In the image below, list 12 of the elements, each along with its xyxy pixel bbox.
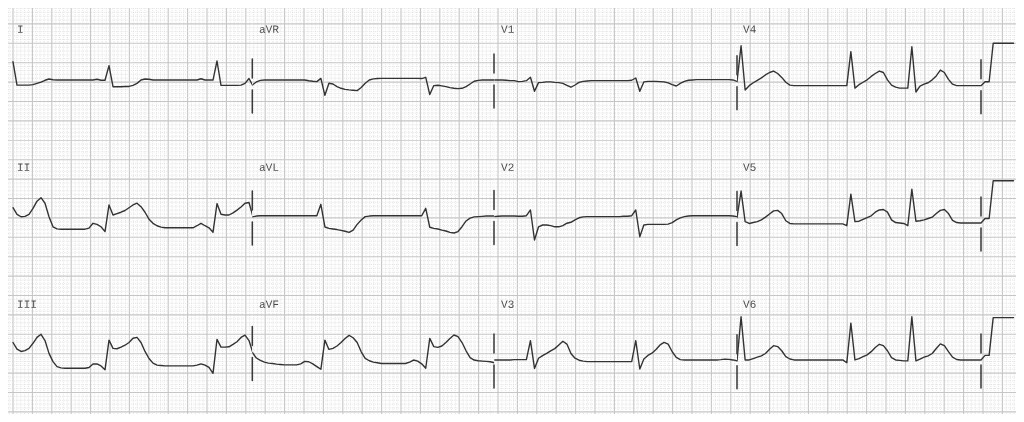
- chart-title: V1: [501, 25, 514, 33]
- chart-title: V6: [743, 300, 756, 308]
- chart-title: aVL: [259, 163, 279, 171]
- chart-title: III: [18, 300, 36, 308]
- chart-title: I: [18, 25, 23, 33]
- chart-title: V5: [743, 163, 756, 171]
- chart-title: V3: [501, 300, 514, 308]
- chart-title: V4: [743, 25, 756, 33]
- chart-title: II: [18, 163, 30, 171]
- chart-title: aVR: [259, 25, 279, 33]
- chart-title: aVF: [259, 300, 279, 308]
- chart-title: V2: [501, 163, 514, 171]
